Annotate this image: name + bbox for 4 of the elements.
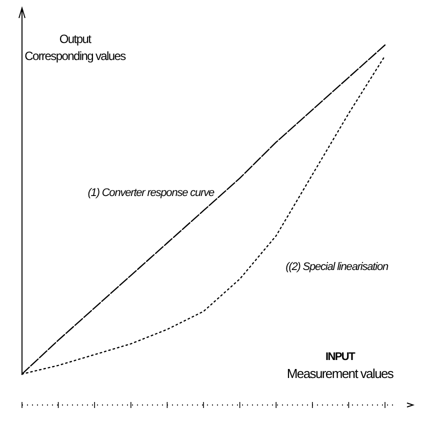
text: ((2) Special linearisation xyxy=(286,261,388,273)
x-axis-title: INPUT Measurement values xyxy=(286,351,394,381)
y-axis-title: Output Corresponding values xyxy=(24,32,126,63)
series-label: (1) Converter response curve xyxy=(88,187,214,199)
